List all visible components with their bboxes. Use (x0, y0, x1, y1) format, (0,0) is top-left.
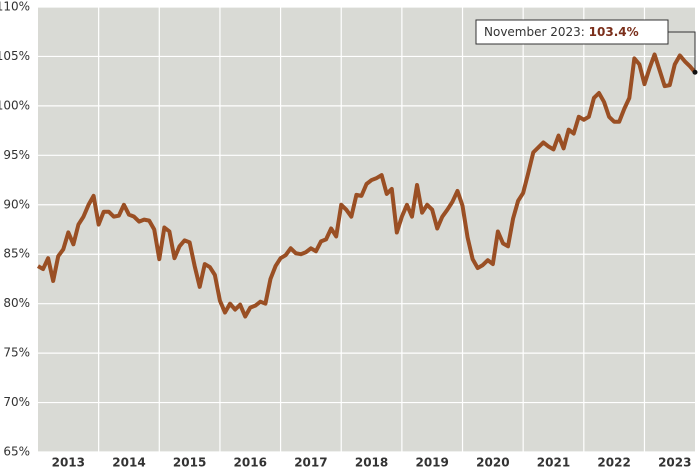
y-tick-label: 105% (0, 49, 30, 63)
x-tick-label: 2013 (52, 456, 85, 470)
x-tick-label: 2017 (294, 456, 327, 470)
x-tick-label: 2014 (112, 456, 145, 470)
y-tick-label: 70% (3, 395, 30, 409)
x-tick-label: 2022 (597, 456, 630, 470)
y-tick-label: 110% (0, 0, 30, 14)
plot-area (38, 7, 695, 452)
x-tick-label: 2018 (355, 456, 388, 470)
data-line (36, 52, 697, 319)
x-tick-label: 2021 (537, 456, 570, 470)
y-tick-label: 65% (3, 445, 30, 459)
x-tick-label: 2019 (415, 456, 448, 470)
y-tick-label: 90% (3, 197, 30, 211)
x-tick-label: 2023 (658, 456, 691, 470)
annotation-point (692, 69, 698, 75)
x-tick-label: 2020 (476, 456, 509, 470)
x-tick-label: 2016 (234, 456, 267, 470)
annotation-label: November 2023: (484, 25, 585, 39)
y-tick-label: 85% (3, 247, 30, 261)
annotation-value: 103.4% (589, 25, 639, 39)
annotation-leader (668, 31, 696, 73)
x-tick-label: 2015 (173, 456, 206, 470)
annotation-text: November 2023: 103.4% (484, 25, 639, 39)
y-tick-label: 80% (3, 296, 30, 310)
y-tick-label: 95% (3, 148, 30, 162)
y-tick-label: 75% (3, 346, 30, 360)
y-tick-label: 100% (0, 98, 30, 112)
annotation: November 2023: 103.4% (475, 19, 698, 75)
